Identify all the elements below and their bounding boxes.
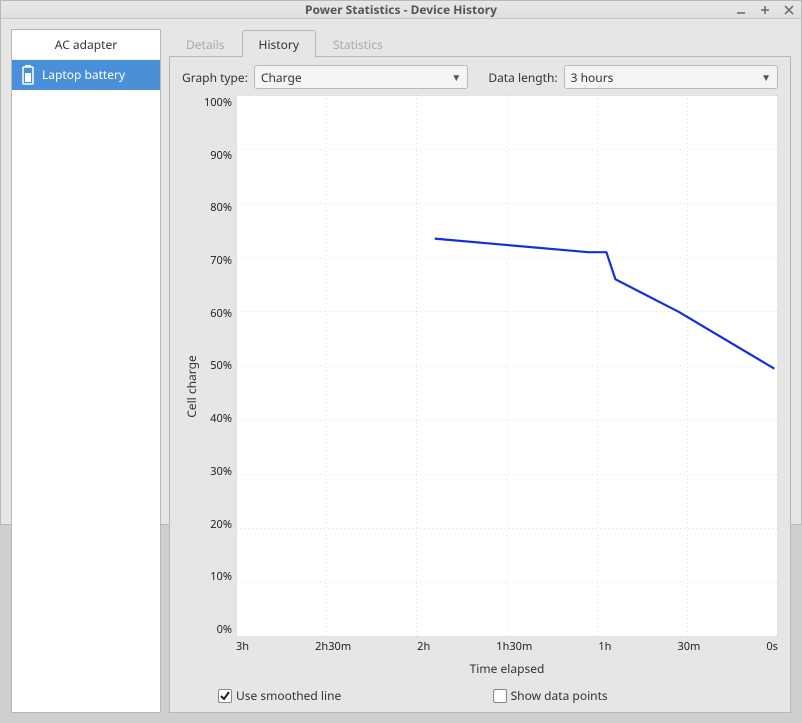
tab-statistics[interactable]: Statistics xyxy=(316,30,400,58)
checkbox-box xyxy=(218,689,232,703)
x-tick: 2h xyxy=(417,639,430,654)
graph-type-label: Graph type: xyxy=(182,69,248,86)
graph-type-select[interactable]: Charge ▼ xyxy=(254,65,468,89)
y-tick: 80% xyxy=(200,200,232,215)
chart-controls: Graph type: Charge ▼ Data length: 3 hour… xyxy=(182,65,778,89)
y-tick: 30% xyxy=(200,464,232,479)
x-tick: 2h30m xyxy=(315,639,351,654)
sidebar-item-label: AC adapter xyxy=(55,36,117,53)
checkbox-box xyxy=(493,689,507,703)
x-tick: 0s xyxy=(766,639,778,654)
y-axis-label-wrap: Cell charge xyxy=(182,95,200,677)
chart-inner: 100%90%80%70%60%50%40%30%20%10%0% 3h2h30… xyxy=(200,95,778,677)
window-controls xyxy=(733,1,797,18)
x-axis-label: Time elapsed xyxy=(236,660,778,677)
sidebar-item-laptop-battery[interactable]: Laptop battery xyxy=(12,60,160,90)
y-tick: 70% xyxy=(200,253,232,268)
x-tick: 3h xyxy=(236,639,249,654)
battery-icon xyxy=(20,65,36,85)
y-tick: 100% xyxy=(200,95,232,110)
x-tick: 1h30m xyxy=(496,639,532,654)
chevron-down-icon: ▼ xyxy=(451,70,461,84)
y-axis-ticks: 100% 90% 80% 70% 60% 50% 40% 30% 20% 10% 0% xyxy=(200,95,236,637)
y-tick: 50% xyxy=(200,358,232,373)
show-data-points-label: Show data points xyxy=(511,687,608,704)
x-axis-row: 3h2h30m2h1h30m1h30m0s xyxy=(200,639,778,654)
titlebar: Power Statistics - Device History xyxy=(1,1,801,19)
maximize-button[interactable] xyxy=(757,2,773,18)
data-length-label: Data length: xyxy=(488,69,557,86)
device-sidebar: AC adapter Laptop battery xyxy=(11,29,161,713)
smoothed-line-checkbox[interactable]: Use smoothed line xyxy=(218,687,341,704)
tab-history-body: Graph type: Charge ▼ Data length: 3 hour… xyxy=(169,57,791,713)
main-panel: Details History Statistics Graph type: C… xyxy=(169,29,791,713)
sidebar-item-ac-adapter[interactable]: AC adapter xyxy=(12,30,160,60)
sidebar-item-label: Laptop battery xyxy=(42,66,125,83)
chevron-down-icon: ▼ xyxy=(761,70,771,84)
graph-type-value: Charge xyxy=(261,69,302,86)
y-tick: 0% xyxy=(200,622,232,637)
x-tick: 1h xyxy=(598,639,611,654)
show-data-points-checkbox[interactable]: Show data points xyxy=(493,687,608,704)
chart: Cell charge 100% 90% 80% 70% 60% 50% 40% 30% 20%… xyxy=(182,95,778,677)
y-tick: 10% xyxy=(200,569,232,584)
tabs: Details History Statistics xyxy=(169,29,791,57)
window-title: Power Statistics - Device History xyxy=(305,1,497,18)
close-button[interactable] xyxy=(781,2,797,18)
plot-area xyxy=(236,95,778,637)
app-window: Power Statistics - Device History AC ada… xyxy=(0,0,802,525)
tab-history[interactable]: History xyxy=(242,30,316,58)
chart-options: Use smoothed line Show data points xyxy=(182,683,778,704)
y-tick: 40% xyxy=(200,411,232,426)
minimize-button[interactable] xyxy=(733,2,749,18)
plot-row: 100% 90% 80% 70% 60% 50% 40% 30% 20% 10% 0% xyxy=(200,95,778,637)
smoothed-line-label: Use smoothed line xyxy=(236,687,341,704)
y-tick: 90% xyxy=(200,148,232,163)
data-length-select[interactable]: 3 hours ▼ xyxy=(564,65,778,89)
y-axis-label: Cell charge xyxy=(183,355,200,418)
y-tick: 60% xyxy=(200,306,232,321)
y-tick: 20% xyxy=(200,517,232,532)
content-area: AC adapter Laptop battery Details Histor… xyxy=(1,19,801,723)
data-length-value: 3 hours xyxy=(571,69,614,86)
chart-svg xyxy=(236,95,778,637)
x-axis-ticks: 3h2h30m2h1h30m1h30m0s xyxy=(236,639,778,654)
tab-details[interactable]: Details xyxy=(169,30,242,58)
x-tick: 30m xyxy=(677,639,700,654)
